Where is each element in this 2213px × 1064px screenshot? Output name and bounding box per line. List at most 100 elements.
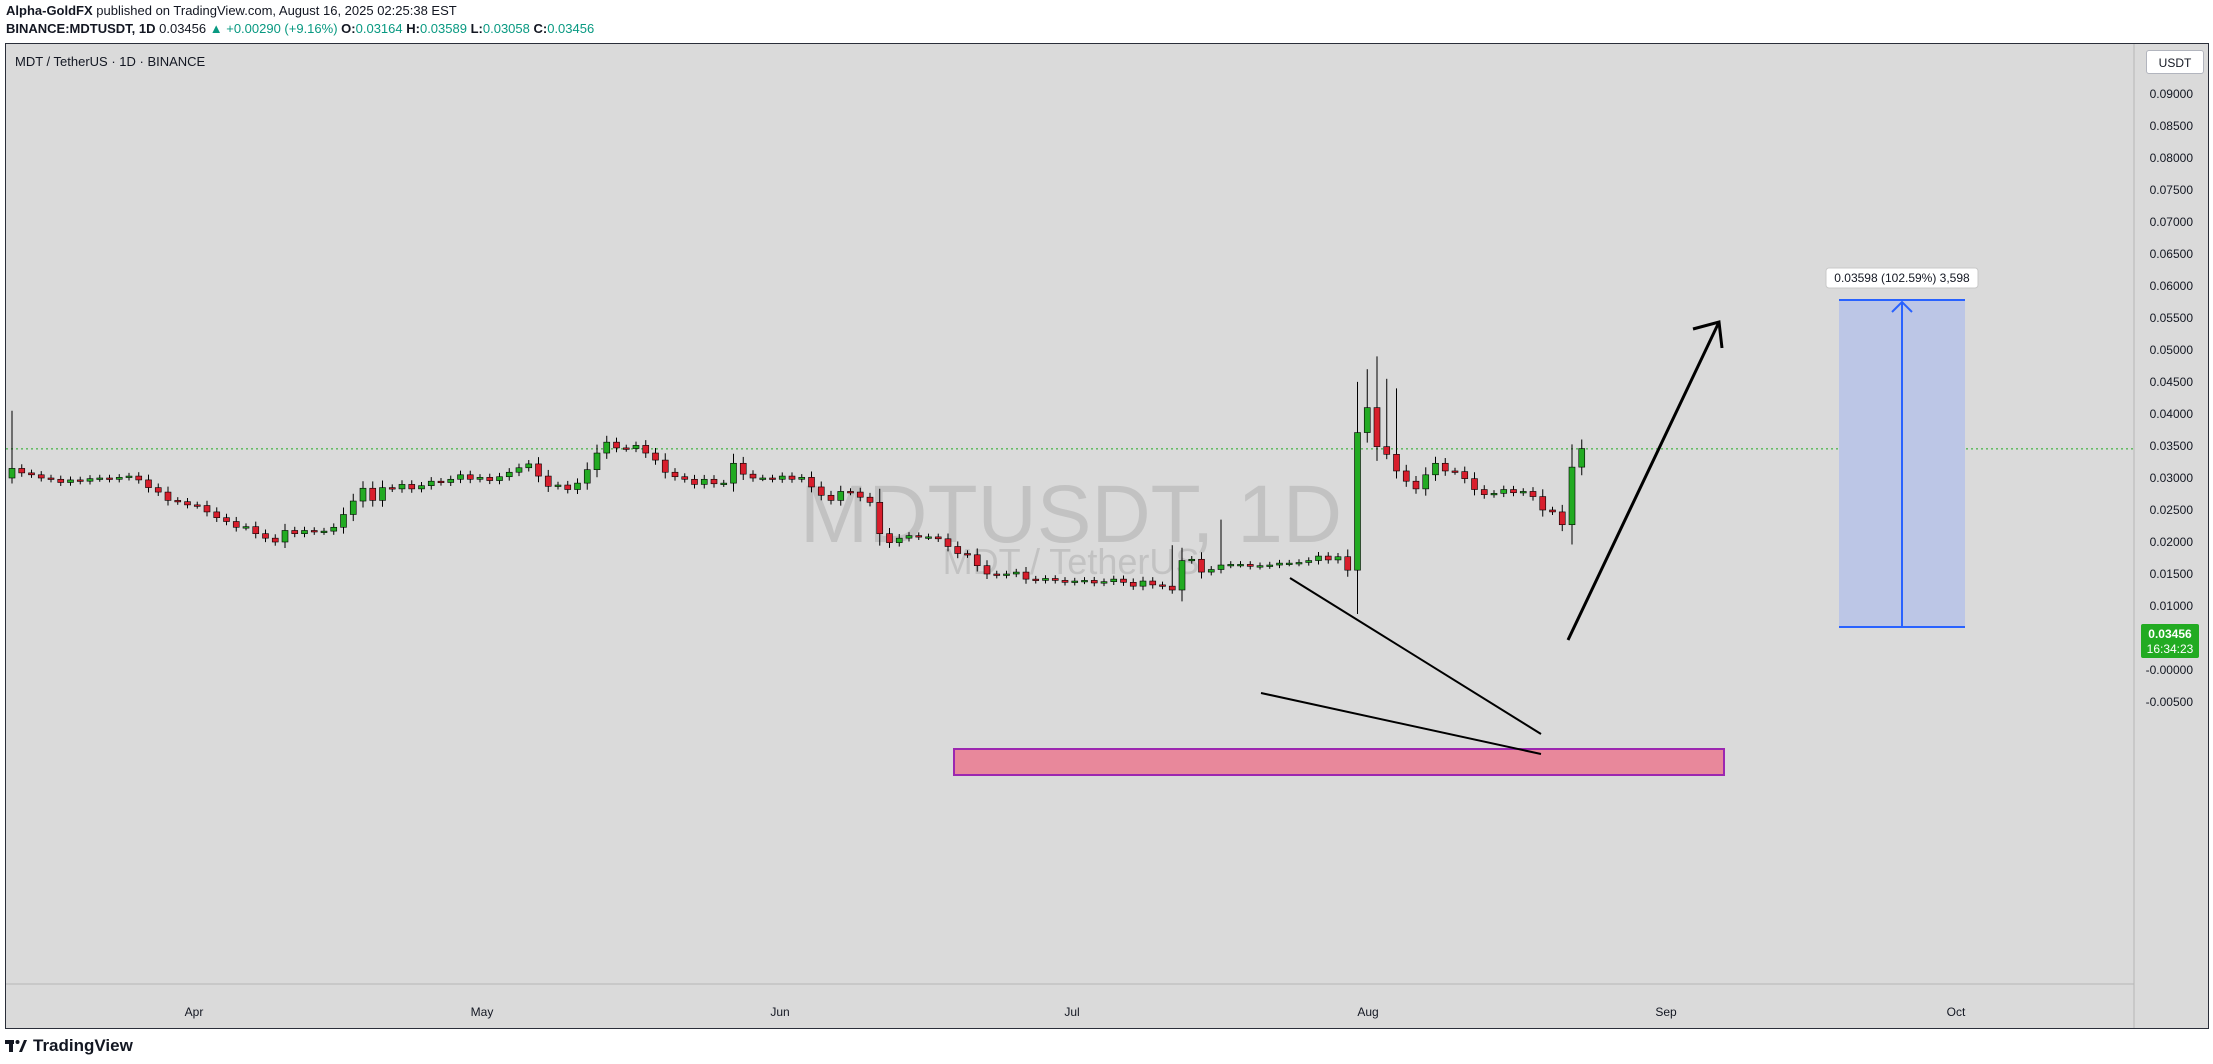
candle-bull[interactable]: [574, 482, 581, 490]
candle-bull[interactable]: [593, 452, 601, 470]
candle-bull[interactable]: [720, 482, 728, 485]
candle-bull[interactable]: [281, 530, 289, 543]
candle-bear[interactable]: [388, 487, 396, 490]
candle-bear[interactable]: [710, 478, 718, 485]
candle-bull[interactable]: [398, 484, 406, 490]
candle-bull[interactable]: [418, 485, 425, 490]
candle-bear[interactable]: [291, 530, 299, 534]
candle-bear[interactable]: [1090, 580, 1098, 584]
candle-bull[interactable]: [798, 477, 806, 480]
candle-bull[interactable]: [115, 477, 123, 480]
candle-bull[interactable]: [1012, 571, 1020, 575]
price-range-measure[interactable]: 0.03598 (102.59%) 3,598: [1825, 267, 1979, 628]
candle-bull[interactable]: [525, 463, 533, 469]
candle-bear[interactable]: [827, 494, 835, 501]
time-axis[interactable]: Apr May Jun Jul Aug Sep Oct: [185, 1005, 1966, 1019]
candle-bear[interactable]: [1061, 580, 1069, 583]
candle-bull[interactable]: [1266, 564, 1274, 567]
candle-bear[interactable]: [671, 471, 679, 478]
candle-bear[interactable]: [1032, 578, 1040, 581]
candle-bear[interactable]: [164, 491, 172, 501]
chart-area[interactable]: MDTUSDT, 1D MDT / TetherUS 0.095000.0900…: [5, 43, 2209, 1029]
candle-bull[interactable]: [1422, 474, 1430, 490]
candle-bear[interactable]: [1402, 470, 1410, 482]
candle-bull[interactable]: [895, 537, 903, 543]
candle-bull[interactable]: [125, 475, 133, 478]
candle-bull[interactable]: [496, 476, 503, 481]
candle-bull[interactable]: [1305, 560, 1313, 563]
candle-bear[interactable]: [1051, 578, 1059, 581]
candle-bull[interactable]: [476, 477, 484, 480]
candle-bull[interactable]: [1519, 491, 1527, 494]
candle-bear[interactable]: [1324, 555, 1332, 561]
candle-bear[interactable]: [466, 474, 474, 480]
candle-bull[interactable]: [1227, 564, 1235, 567]
last-price-tag[interactable]: 0.03456 16:34:23: [2141, 624, 2199, 658]
candle-bull[interactable]: [1490, 493, 1498, 496]
candle-bull[interactable]: [1334, 556, 1342, 561]
candle-bull[interactable]: [1315, 555, 1322, 561]
candle-bull[interactable]: [700, 478, 708, 485]
candle-bear[interactable]: [1246, 564, 1254, 567]
candle-bull[interactable]: [1276, 562, 1283, 566]
candle-bear[interactable]: [1510, 489, 1517, 494]
candle-bull[interactable]: [1354, 432, 1361, 571]
candle-bear[interactable]: [993, 573, 1001, 576]
candle-bear[interactable]: [213, 511, 221, 518]
candle-bear[interactable]: [652, 452, 659, 461]
tradingview-logo[interactable]: TradingView: [5, 1036, 133, 1056]
candle-bull[interactable]: [96, 477, 104, 480]
candle-bear[interactable]: [1549, 509, 1556, 513]
candle-bull[interactable]: [427, 480, 435, 486]
candle-bear[interactable]: [271, 537, 279, 543]
candle-bull[interactable]: [457, 474, 464, 480]
candle-bear[interactable]: [749, 473, 757, 479]
candle-bear[interactable]: [564, 484, 572, 490]
candle-bull[interactable]: [1578, 448, 1586, 468]
wedge-upper-line[interactable]: [1289, 577, 1542, 735]
candle-bear[interactable]: [1344, 556, 1352, 571]
candle-bear[interactable]: [184, 501, 191, 506]
candle-bull[interactable]: [330, 526, 338, 532]
candle-bear[interactable]: [1480, 489, 1488, 495]
candle-bear[interactable]: [1159, 584, 1166, 587]
candle-bull[interactable]: [837, 491, 845, 501]
candle-bull[interactable]: [730, 462, 737, 484]
candle-bear[interactable]: [847, 491, 854, 494]
candle-bear[interactable]: [37, 474, 45, 479]
candle-bear[interactable]: [983, 565, 991, 575]
candle-bear[interactable]: [145, 479, 152, 488]
candle-bull[interactable]: [379, 487, 386, 501]
candle-bull[interactable]: [554, 484, 562, 487]
candle-bear[interactable]: [1383, 446, 1391, 455]
candle-bear[interactable]: [18, 468, 26, 474]
candle-bear[interactable]: [1373, 407, 1381, 447]
chart-canvas[interactable]: MDTUSDT, 1D MDT / TetherUS 0.095000.0900…: [6, 44, 2208, 1028]
candle-bear[interactable]: [1022, 571, 1030, 580]
candle-bear[interactable]: [1441, 462, 1449, 472]
candle-bear[interactable]: [1558, 511, 1566, 526]
candle-bull[interactable]: [759, 477, 767, 480]
candle-bear[interactable]: [915, 535, 923, 538]
candle-bull[interactable]: [1003, 573, 1010, 576]
candle-bull[interactable]: [1071, 580, 1079, 583]
candle-bull[interactable]: [320, 530, 328, 533]
candle-bear[interactable]: [486, 477, 494, 481]
wedge-lower-line[interactable]: [1260, 692, 1542, 755]
candle-bear[interactable]: [154, 487, 162, 493]
candle-bear[interactable]: [934, 536, 942, 540]
candle-bear[interactable]: [886, 533, 893, 543]
candle-bear[interactable]: [876, 502, 884, 534]
candle-bear[interactable]: [47, 477, 55, 480]
candle-bull[interactable]: [505, 471, 513, 478]
candle-bear[interactable]: [1149, 580, 1157, 586]
candle-bear[interactable]: [964, 553, 971, 556]
candle-bull[interactable]: [1139, 580, 1147, 587]
candle-bear[interactable]: [954, 546, 962, 554]
candle-bear[interactable]: [252, 526, 260, 534]
candle-bear[interactable]: [262, 533, 269, 539]
candle-bear[interactable]: [203, 505, 211, 513]
candle-bull[interactable]: [905, 535, 913, 539]
candle-bear[interactable]: [817, 486, 825, 496]
candle-bull[interactable]: [1432, 462, 1439, 476]
